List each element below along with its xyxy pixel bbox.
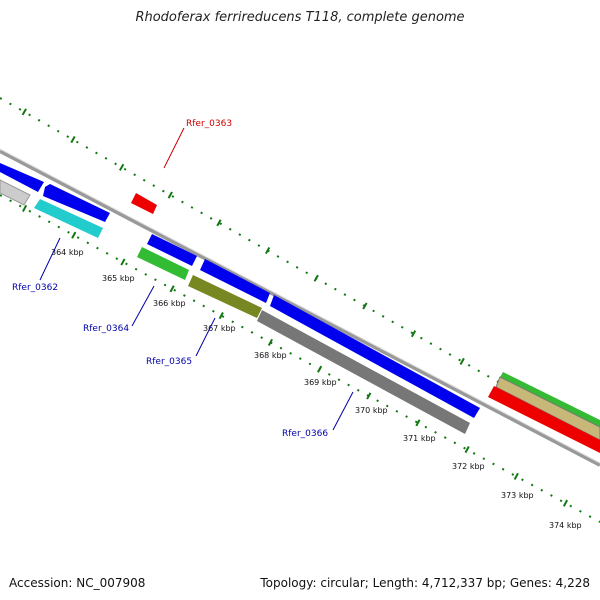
tick-label-367: 367 kbp — [203, 324, 236, 333]
inner-tick-10 — [513, 472, 519, 480]
inner-tick-5 — [267, 338, 273, 346]
tick-label-368: 368 kbp — [254, 351, 287, 360]
gene-feature-blue-rfer0364[interactable] — [147, 234, 197, 266]
outer-tick-6 — [313, 274, 319, 282]
outer-tick-7 — [362, 302, 368, 310]
gene-feature-red-rfer0363[interactable] — [131, 193, 157, 214]
topology-text: Topology: circular; Length: 4,712,337 bp… — [260, 576, 590, 590]
gene-feature-gray-rfer0366[interactable] — [257, 310, 470, 434]
gene-feature-blue-rfer0362[interactable] — [43, 184, 110, 222]
tick-label-374: 374 kbp — [549, 521, 582, 530]
map-title: Rhodoferax ferrireducens T118, complete … — [135, 10, 465, 25]
outer-tick-4 — [216, 219, 222, 227]
tick-labels: 364 kbp 365 kbp 366 kbp 367 kbp 368 kbp … — [51, 248, 582, 530]
outer-tick-9 — [459, 357, 465, 365]
outer-tick-1 — [70, 136, 76, 144]
gene-feature-tan-right[interactable] — [495, 376, 600, 441]
tick-label-369: 369 kbp — [304, 378, 337, 387]
gene-feature-green-rfer0364[interactable] — [137, 247, 189, 280]
inner-tick-4 — [218, 312, 224, 320]
gene-feature-blue-left[interactable] — [0, 163, 44, 192]
gene-labels: Rfer_0363 Rfer_0362 Rfer_0364 Rfer_0365 … — [12, 119, 328, 439]
accession-text: Accession: NC_007908 — [9, 576, 146, 590]
outer-tick-0 — [21, 108, 27, 116]
gene-label-rfer0364[interactable]: Rfer_0364 — [83, 324, 129, 334]
outer-tick-2 — [119, 163, 125, 171]
inner-tick-9 — [464, 446, 470, 454]
inner-tick-2 — [120, 258, 126, 266]
outer-tick-8 — [410, 330, 417, 338]
inner-major-ticks — [22, 204, 569, 507]
tick-label-366: 366 kbp — [153, 299, 186, 308]
gene-feature-cyan-rfer0362[interactable] — [34, 199, 103, 238]
tick-label-364: 364 kbp — [51, 248, 84, 257]
dotted-inner-scale — [0, 194, 600, 523]
tick-label-370: 370 kbp — [355, 406, 388, 415]
gene-label-leaders — [39, 127, 354, 431]
gene-label-rfer0366[interactable]: Rfer_0366 — [282, 429, 328, 439]
gene-label-rfer0365[interactable]: Rfer_0365 — [146, 357, 192, 367]
inner-tick-3 — [169, 285, 175, 293]
inner-tick-8 — [415, 419, 421, 427]
tick-label-373: 373 kbp — [501, 491, 534, 500]
outer-major-ticks — [21, 108, 563, 421]
inner-tick-11 — [562, 499, 569, 507]
gene-feature-blue-rfer0365[interactable] — [200, 259, 270, 303]
backbone — [0, 148, 600, 467]
inner-tick-0 — [22, 204, 28, 212]
gene-feature-gray-left[interactable] — [0, 179, 31, 206]
gene-feature-red-right[interactable] — [488, 386, 600, 453]
tick-label-372: 372 kbp — [452, 462, 485, 471]
outer-tick-3 — [167, 191, 173, 199]
inner-tick-6 — [317, 365, 323, 373]
inner-tick-7 — [366, 392, 372, 400]
tick-label-365: 365 kbp — [102, 274, 135, 283]
outer-tick-5 — [264, 246, 271, 255]
gene-label-rfer0362[interactable]: Rfer_0362 — [12, 283, 58, 293]
inner-tick-1 — [71, 231, 77, 239]
gene-feature-olive-rfer0365[interactable] — [188, 275, 262, 318]
gene-features — [0, 163, 600, 453]
gene-feature-blue-rfer0366[interactable] — [270, 295, 480, 418]
gene-label-rfer0363[interactable]: Rfer_0363 — [186, 119, 232, 129]
tick-label-371: 371 kbp — [403, 434, 436, 443]
